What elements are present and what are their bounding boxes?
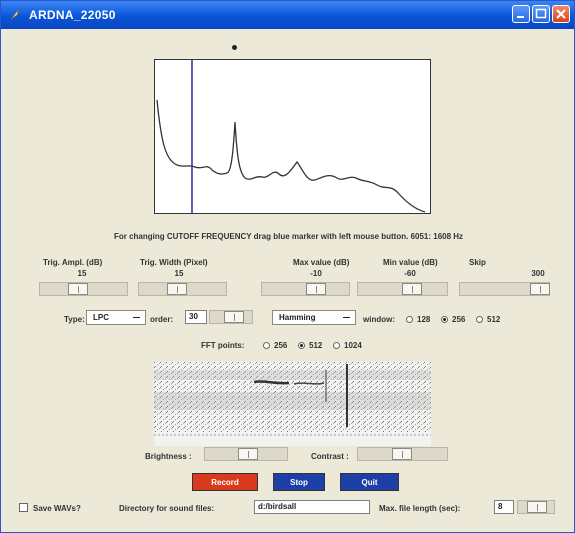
min-value-value: -60 — [404, 269, 416, 278]
fft-1024-label: 1024 — [344, 341, 362, 350]
directory-label: Directory for sound files: — [119, 504, 215, 513]
quit-button[interactable]: Quit — [340, 473, 399, 491]
contrast-label: Contrast : — [311, 452, 349, 461]
slider-thumb[interactable] — [167, 283, 187, 295]
save-wavs-checkbox[interactable] — [19, 503, 28, 512]
save-wavs-label: Save WAVs? — [33, 504, 81, 513]
slider-thumb[interactable] — [306, 283, 326, 295]
order-label: order: — [150, 315, 174, 324]
fft-512-label: 512 — [309, 341, 323, 350]
directory-field[interactable]: d:/birdsall — [254, 500, 370, 514]
slider-thumb[interactable] — [530, 283, 550, 295]
fft-label: FFT points: — [201, 341, 245, 350]
brightness-label: Brightness : — [145, 452, 192, 461]
window-256-label: 256 — [452, 315, 466, 324]
window-title: ARDNA_22050 — [29, 8, 116, 22]
minimize-button[interactable] — [512, 5, 530, 23]
titlebar[interactable]: ARDNA_22050 — [1, 1, 574, 29]
stop-button[interactable]: Stop — [273, 473, 325, 491]
spectrogram — [154, 362, 431, 446]
marker-dot-icon — [232, 45, 237, 50]
brightness-slider[interactable] — [204, 447, 288, 461]
feather-icon — [10, 8, 20, 20]
contrast-slider[interactable] — [357, 447, 448, 461]
close-button[interactable] — [552, 5, 570, 23]
fft-1024-radio[interactable] — [333, 342, 340, 349]
cutoff-hint: For changing CUTOFF FREQUENCY drag blue … — [113, 232, 464, 241]
max-value-value: -10 — [310, 269, 322, 278]
max-value-slider[interactable] — [261, 282, 350, 296]
slider-thumb[interactable] — [402, 283, 422, 295]
maximize-button[interactable] — [532, 5, 550, 23]
spectrogram-image — [154, 362, 431, 436]
slider-thumb[interactable] — [68, 283, 88, 295]
minimize-icon — [517, 16, 524, 18]
fft-256-label: 256 — [274, 341, 288, 350]
record-button[interactable]: Record — [192, 473, 258, 491]
trig-width-value: 15 — [174, 269, 184, 278]
order-slider[interactable] — [209, 310, 253, 324]
type-select-value: LPC — [93, 313, 109, 322]
window-512-radio[interactable] — [476, 316, 483, 323]
window-type-select[interactable]: Hamming — [272, 310, 356, 325]
trig-ampl-value: 15 — [77, 269, 87, 278]
order-field[interactable]: 30 — [185, 310, 207, 324]
window-type-value: Hamming — [279, 313, 316, 322]
max-length-label: Max. file length (sec): — [379, 504, 461, 513]
dropdown-icon — [343, 317, 350, 318]
type-label: Type: — [64, 315, 85, 324]
window-size-label: window: — [363, 315, 395, 324]
fft-512-radio[interactable] — [298, 342, 305, 349]
spectrum-curve — [156, 60, 426, 213]
fft-256-radio[interactable] — [263, 342, 270, 349]
maximize-icon — [535, 8, 547, 19]
type-select[interactable]: LPC — [86, 310, 146, 325]
max-length-slider[interactable] — [517, 500, 555, 514]
skip-slider[interactable] — [459, 282, 550, 296]
window-128-label: 128 — [417, 315, 431, 324]
slider-thumb[interactable] — [238, 448, 258, 460]
window-256-radio[interactable] — [441, 316, 448, 323]
trig-ampl-slider[interactable] — [39, 282, 128, 296]
slider-thumb[interactable] — [392, 448, 412, 460]
close-icon — [556, 9, 566, 19]
window-128-radio[interactable] — [406, 316, 413, 323]
trig-width-label: Trig. Width (Pixel) — [140, 258, 208, 267]
trig-width-slider[interactable] — [138, 282, 227, 296]
trig-ampl-label: Trig. Ampl. (dB) — [43, 258, 103, 267]
spectrum-plot[interactable] — [154, 59, 431, 214]
skip-value: 300 — [531, 269, 545, 278]
max-length-field[interactable]: 8 — [494, 500, 514, 514]
skip-label: Skip — [469, 258, 486, 267]
min-value-slider[interactable] — [357, 282, 448, 296]
window-512-label: 512 — [487, 315, 501, 324]
max-value-label: Max value (dB) — [293, 258, 350, 267]
min-value-label: Min value (dB) — [383, 258, 438, 267]
dropdown-icon — [133, 317, 140, 318]
slider-thumb[interactable] — [224, 311, 244, 323]
slider-thumb[interactable] — [527, 501, 547, 513]
